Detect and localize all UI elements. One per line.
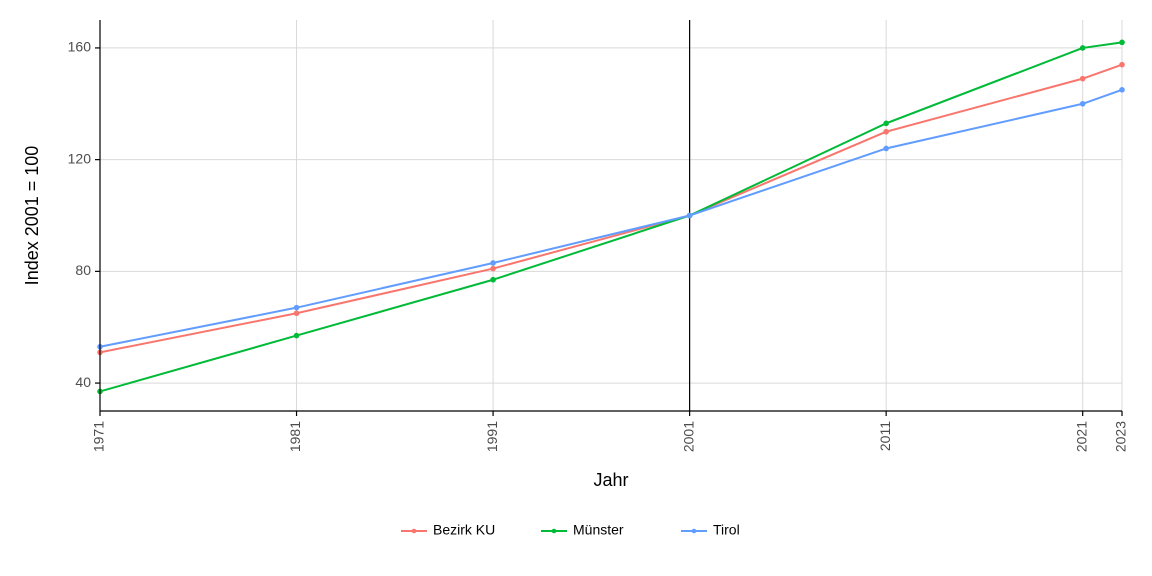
- series-point: [884, 129, 889, 134]
- x-tick-label: 2001: [680, 421, 696, 452]
- series-point: [294, 311, 299, 316]
- series-point: [491, 266, 496, 271]
- y-tick-label: 160: [68, 39, 92, 55]
- legend-swatch-point: [412, 529, 417, 534]
- x-tick-label: 2023: [1113, 421, 1129, 452]
- series-point: [1080, 101, 1085, 106]
- x-tick-label: 2021: [1073, 421, 1089, 452]
- y-tick-label: 120: [68, 150, 92, 166]
- series-point: [687, 213, 692, 218]
- x-tick-label: 2011: [877, 421, 893, 451]
- x-axis-title: Jahr: [593, 470, 628, 490]
- x-tick-label: 1981: [287, 421, 303, 452]
- y-axis-title: Index 2001 = 100: [22, 146, 42, 286]
- series-point: [884, 146, 889, 151]
- series-point: [294, 333, 299, 338]
- series-point: [491, 261, 496, 266]
- index-line-chart: 1971 1981 1991 2001 2011 2021 2023 40 80 120 160 Ja…: [0, 0, 1152, 576]
- series-point: [1080, 76, 1085, 81]
- series-point: [491, 277, 496, 282]
- legend-label: Münster: [573, 522, 624, 538]
- x-tick-label: 1991: [484, 421, 500, 452]
- x-tick-label: 1971: [91, 421, 107, 452]
- series-point: [294, 305, 299, 310]
- legend-swatch-point: [552, 529, 557, 534]
- series-point: [1080, 46, 1085, 51]
- legend-label: Bezirk KU: [433, 522, 495, 538]
- series-point: [1120, 62, 1125, 67]
- y-tick-label: 40: [75, 374, 91, 390]
- legend-label: Tirol: [713, 522, 740, 538]
- legend-swatch-point: [692, 529, 697, 534]
- series-point: [884, 121, 889, 126]
- series-point: [1120, 88, 1125, 93]
- y-tick-label: 80: [75, 262, 91, 278]
- chart-background: [0, 0, 1152, 576]
- series-point: [1120, 40, 1125, 45]
